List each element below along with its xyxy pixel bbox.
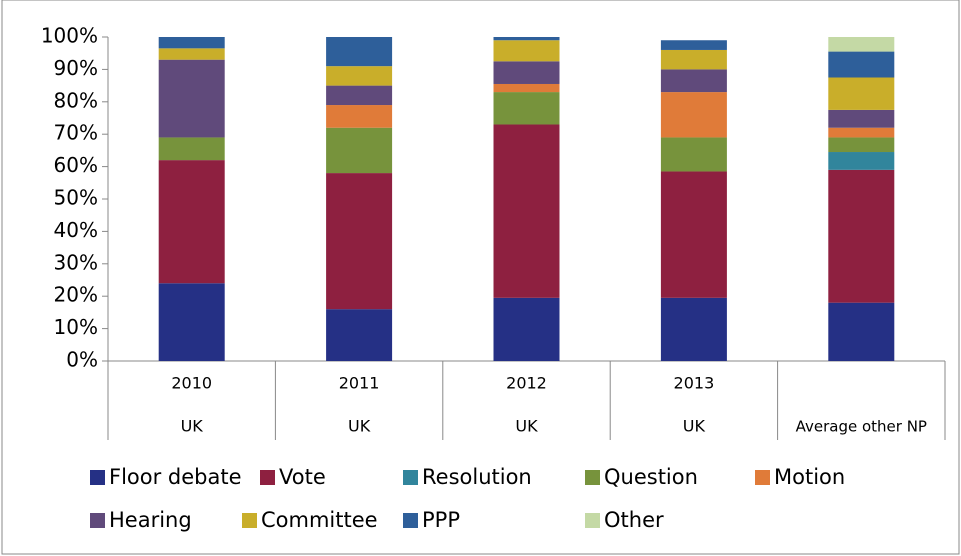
bar-segment bbox=[828, 302, 895, 361]
bar-segment bbox=[158, 160, 225, 284]
bar-segment bbox=[828, 127, 895, 138]
bar-segment bbox=[326, 127, 393, 174]
x-group-label: UK bbox=[683, 417, 706, 436]
y-tick-label: 40% bbox=[54, 218, 98, 242]
y-tick-label: 10% bbox=[54, 315, 98, 339]
legend-swatch bbox=[585, 513, 600, 528]
y-tick-label: 100% bbox=[41, 24, 98, 48]
legend-label: PPP bbox=[422, 508, 460, 532]
x-tick-label: 2010 bbox=[171, 374, 212, 393]
y-tick-label: 90% bbox=[54, 56, 98, 80]
x-group-label: UK bbox=[348, 417, 371, 436]
bar-segment bbox=[326, 105, 393, 128]
bar-segment bbox=[493, 61, 560, 84]
x-group-label: UK bbox=[181, 417, 204, 436]
legend-label: Hearing bbox=[109, 508, 192, 532]
bar-segment bbox=[493, 92, 560, 125]
bar-segment bbox=[158, 48, 225, 60]
x-group-label: UK bbox=[515, 417, 538, 436]
y-tick-label: 70% bbox=[54, 121, 98, 145]
bar-segment bbox=[493, 40, 560, 62]
y-tick-label: 20% bbox=[54, 283, 98, 307]
bar-segment bbox=[660, 137, 727, 172]
legend-label: Motion bbox=[774, 465, 845, 489]
x-tick-label: 2013 bbox=[674, 374, 715, 393]
legend-swatch bbox=[260, 470, 275, 485]
x-tick-label: 2012 bbox=[506, 374, 547, 393]
y-tick-label: 60% bbox=[54, 153, 98, 177]
bar-segment bbox=[660, 69, 727, 93]
legend-swatch bbox=[242, 513, 257, 528]
bar-segment bbox=[660, 92, 727, 138]
legend-label: Resolution bbox=[422, 465, 532, 489]
bar-segment bbox=[828, 51, 895, 78]
bar-segment bbox=[828, 77, 895, 110]
bar-segment bbox=[158, 59, 225, 138]
bar-segment bbox=[828, 169, 895, 303]
bar-segment bbox=[326, 85, 393, 106]
bar-segment bbox=[828, 137, 895, 153]
legend-label: Question bbox=[604, 465, 698, 489]
x-group-label: Average other NP bbox=[796, 418, 927, 436]
legend-label: Vote bbox=[279, 465, 326, 489]
legend-swatch bbox=[585, 470, 600, 485]
bar-segment bbox=[828, 37, 895, 52]
bar-segment bbox=[660, 171, 727, 298]
bar-segment bbox=[158, 37, 225, 49]
bar-segment bbox=[493, 83, 560, 93]
bar-segment bbox=[660, 297, 727, 361]
x-tick-label: 2011 bbox=[339, 374, 380, 393]
bar-segment bbox=[660, 40, 727, 50]
bar-segment bbox=[326, 66, 393, 86]
legend-swatch bbox=[403, 513, 418, 528]
y-tick-label: 30% bbox=[54, 250, 98, 274]
legend-label: Other bbox=[604, 508, 664, 532]
bar-segment bbox=[326, 173, 393, 310]
bar-segment bbox=[326, 37, 393, 67]
legend-label: Committee bbox=[261, 508, 378, 532]
y-tick-label: 0% bbox=[66, 348, 98, 372]
bar-segment bbox=[326, 309, 393, 361]
bar-segment bbox=[493, 297, 560, 361]
y-tick-label: 80% bbox=[54, 88, 98, 112]
bar-segment bbox=[828, 109, 895, 128]
legend-swatch bbox=[90, 513, 105, 528]
legend-swatch bbox=[90, 470, 105, 485]
bar-segment bbox=[828, 152, 895, 170]
bar-segment bbox=[493, 37, 560, 41]
legend-label: Floor debate bbox=[109, 465, 242, 489]
bar-segment bbox=[158, 137, 225, 161]
legend-swatch bbox=[403, 470, 418, 485]
y-tick-label: 50% bbox=[54, 186, 98, 210]
legend-swatch bbox=[755, 470, 770, 485]
bar-segment bbox=[660, 49, 727, 70]
bar-segment bbox=[158, 283, 225, 361]
bar-segment bbox=[493, 124, 560, 298]
